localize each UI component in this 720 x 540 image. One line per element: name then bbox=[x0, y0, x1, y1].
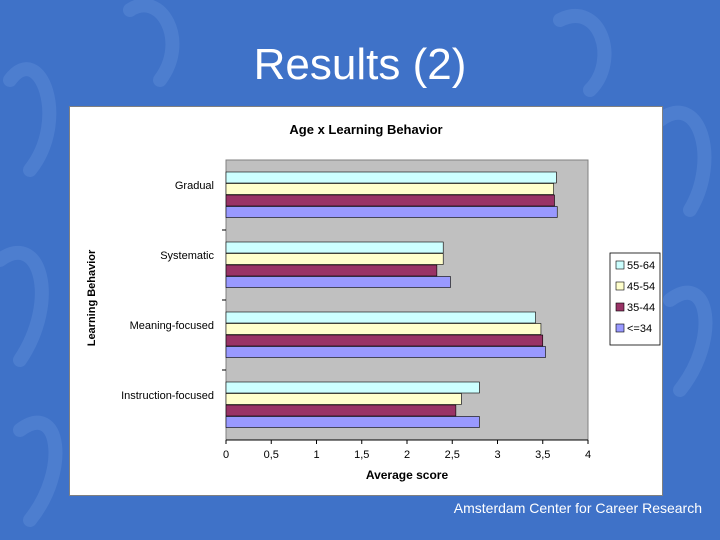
legend-swatch-55-64 bbox=[615, 260, 625, 270]
bar-55-64-Instruction-focused bbox=[225, 381, 480, 394]
bar-45-54-Systematic bbox=[225, 253, 444, 265]
chart-title: Age x Learning Behavior bbox=[289, 122, 442, 137]
x-tick-label: 3,5 bbox=[535, 449, 550, 461]
bar-55-64-Meaning-focused bbox=[225, 311, 536, 324]
y-axis-label: Learning Behavior bbox=[86, 249, 98, 346]
category-label: Gradual bbox=[175, 180, 214, 192]
bar-<=34-Instruction-focused bbox=[225, 416, 480, 428]
slide-title: Results (2) bbox=[253, 40, 467, 89]
bar-<=34-Systematic bbox=[225, 276, 451, 288]
bar-<=34-Gradual bbox=[225, 206, 558, 218]
footer-text: Amsterdam Center for Career Research bbox=[453, 500, 702, 516]
bar-45-54-Meaning-focused bbox=[225, 323, 542, 335]
bar-35-44-Meaning-focused bbox=[225, 334, 544, 347]
bar-45-54-Instruction-focused bbox=[225, 393, 462, 405]
category-label: Systematic bbox=[160, 250, 214, 262]
bar-<=34-Meaning-focused bbox=[225, 346, 546, 358]
bar-55-64-Gradual bbox=[225, 171, 557, 184]
bar-chart: Age x Learning Behavior Learning Behavio… bbox=[69, 106, 663, 496]
category-label: Instruction-focused bbox=[121, 390, 214, 402]
x-tick-label: 1 bbox=[313, 449, 319, 461]
x-tick-label: 0 bbox=[223, 449, 229, 461]
x-tick-label: 4 bbox=[585, 449, 591, 461]
x-tick-label: 3 bbox=[494, 449, 500, 461]
category-label: Meaning-focused bbox=[130, 320, 214, 332]
legend-swatch-35-44 bbox=[615, 302, 625, 312]
legend-label: 55-64 bbox=[627, 260, 655, 272]
bar-45-54-Gradual bbox=[225, 183, 554, 195]
legend-label: 35-44 bbox=[627, 302, 655, 314]
legend-swatch-<=34 bbox=[615, 323, 625, 333]
x-tick-label: 1,5 bbox=[354, 449, 369, 461]
chart-panel: Age x Learning Behavior Learning Behavio… bbox=[69, 106, 663, 496]
x-tick-label: 2 bbox=[404, 449, 410, 461]
legend-swatch-45-54 bbox=[615, 281, 625, 291]
legend-label: 45-54 bbox=[627, 281, 655, 293]
bar-35-44-Systematic bbox=[225, 264, 438, 277]
x-tick-label: 0,5 bbox=[264, 449, 279, 461]
x-axis-label: Average score bbox=[366, 468, 449, 482]
legend-label: <=34 bbox=[627, 323, 652, 335]
x-tick-label: 2,5 bbox=[445, 449, 460, 461]
bar-35-44-Instruction-focused bbox=[225, 404, 457, 417]
bar-35-44-Gradual bbox=[225, 194, 555, 207]
bar-55-64-Systematic bbox=[225, 241, 444, 254]
